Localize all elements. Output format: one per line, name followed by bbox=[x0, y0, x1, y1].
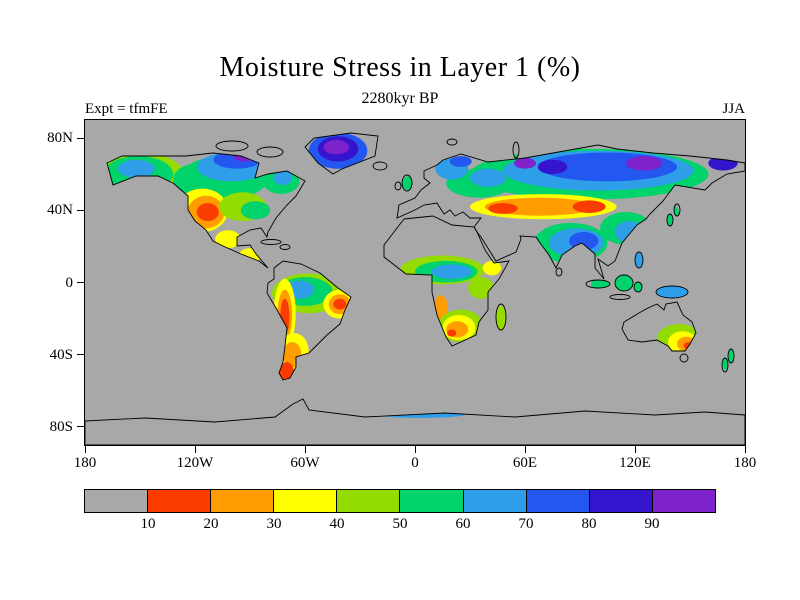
region-quebec-blue bbox=[273, 170, 293, 185]
region-alaska-blue bbox=[118, 159, 155, 178]
region-greenland-purple bbox=[323, 139, 349, 155]
x-tick-label: 0 bbox=[411, 455, 419, 471]
region-us-west-red bbox=[196, 203, 219, 222]
season-label: JJA bbox=[722, 101, 745, 117]
region-madagascar-green bbox=[495, 306, 507, 332]
colorbar-segment-30-40 bbox=[274, 490, 338, 512]
world-map bbox=[85, 120, 745, 445]
map-plot bbox=[84, 119, 746, 446]
experiment-label: Expt = tfmFE bbox=[85, 101, 168, 117]
y-tick-mark bbox=[77, 282, 84, 283]
colorbar-tick-label: 20 bbox=[203, 516, 219, 532]
region-east-africa-green bbox=[468, 277, 494, 299]
region-central-africa-blue bbox=[431, 264, 472, 279]
colorbar-tick-label: 70 bbox=[518, 516, 534, 532]
region-urals-deepblue bbox=[537, 159, 568, 175]
x-tick-mark bbox=[524, 446, 526, 453]
colorbar-segment-90-100 bbox=[652, 490, 715, 512]
x-tick-mark bbox=[194, 446, 196, 453]
x-tick-label: 120E bbox=[619, 455, 651, 471]
x-tick-label: 180 bbox=[733, 455, 757, 471]
colorbar-tick-label: 80 bbox=[581, 516, 597, 532]
y-tick-label: 80N bbox=[47, 130, 73, 147]
colorbar-tick-label: 40 bbox=[329, 516, 345, 532]
x-tick-mark bbox=[744, 446, 746, 453]
y-tick-mark bbox=[77, 137, 84, 139]
x-tick-mark bbox=[414, 446, 416, 453]
colorbar-segment-80-90 bbox=[589, 490, 653, 512]
colorbar-tick-label: 60 bbox=[455, 516, 471, 532]
x-tick-mark bbox=[634, 446, 636, 453]
chart-subtitle: 2280kyr BP bbox=[361, 90, 439, 107]
colorbar-segment-10-20 bbox=[148, 490, 212, 512]
region-centralasia-red-e bbox=[572, 200, 606, 213]
region-mexico-yellow bbox=[215, 230, 241, 249]
y-tick-label: 40S bbox=[49, 346, 73, 363]
colorbar bbox=[84, 489, 716, 513]
region-horn-yellow bbox=[482, 260, 502, 276]
region-safrica-red bbox=[447, 329, 457, 337]
y-tick-mark bbox=[77, 354, 84, 356]
region-scandinavia-deepblue bbox=[449, 156, 472, 167]
region-europe-blue bbox=[470, 168, 507, 187]
colorbar-tick-label: 90 bbox=[644, 516, 660, 532]
colorbar-segment-40-50 bbox=[337, 490, 401, 512]
x-tick-label: 120W bbox=[176, 455, 214, 471]
x-tick-mark bbox=[84, 446, 86, 453]
region-us-east-green bbox=[240, 201, 271, 220]
x-tick-label: 60E bbox=[512, 455, 538, 471]
y-tick-mark bbox=[77, 209, 84, 211]
y-tick-label: 40N bbox=[47, 202, 73, 219]
colorbar-tick-label: 10 bbox=[140, 516, 156, 532]
coastlines bbox=[85, 132, 745, 445]
x-tick-mark bbox=[304, 446, 306, 453]
colorbar-tick-label: 30 bbox=[266, 516, 282, 532]
colorbar-segment-20-30 bbox=[211, 490, 275, 512]
colorbar-tick-label: 50 bbox=[392, 516, 408, 532]
region-newguinea-blue bbox=[655, 284, 689, 299]
y-tick-label: 80S bbox=[49, 418, 73, 435]
x-tick-label: 180 bbox=[73, 455, 97, 471]
colorbar-segment-60-70 bbox=[463, 490, 527, 512]
colorbar-segment-0-10 bbox=[85, 490, 149, 512]
chart-title: Moisture Stress in Layer 1 (%) bbox=[219, 52, 581, 83]
region-siberia-purple-e bbox=[625, 156, 663, 171]
y-tick-mark bbox=[77, 426, 84, 428]
colorbar-segment-50-60 bbox=[400, 490, 464, 512]
region-brazil-red bbox=[333, 298, 347, 310]
x-tick-label: 60W bbox=[290, 455, 320, 471]
region-siberia-purple-w bbox=[514, 157, 536, 169]
colorbar-segment-70-80 bbox=[526, 490, 590, 512]
y-tick-label: 0 bbox=[65, 274, 74, 291]
region-centralasia-red-w bbox=[488, 203, 518, 214]
